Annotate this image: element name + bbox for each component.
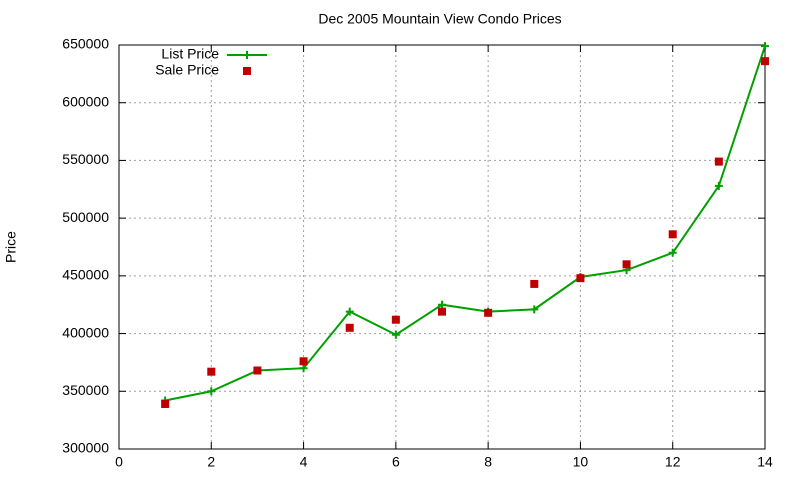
- y-tick-label: 350000: [62, 382, 109, 398]
- data-point: [714, 181, 723, 190]
- x-tick-label: 14: [757, 454, 773, 470]
- chart-title: Dec 2005 Mountain View Condo Prices: [318, 11, 561, 27]
- data-point: [438, 300, 446, 309]
- data-point: [345, 323, 354, 332]
- legend-marker: [243, 51, 251, 59]
- x-tick-label: 12: [665, 454, 681, 470]
- y-axis-label: Price: [3, 231, 19, 263]
- data-point: [761, 42, 769, 51]
- legend-label: Sale Price: [155, 62, 219, 78]
- legend-label: List Price: [161, 46, 219, 62]
- data-point: [484, 308, 493, 317]
- data-point: [391, 315, 400, 324]
- data-point: [622, 260, 631, 269]
- x-tick-label: 0: [115, 454, 123, 470]
- data-point: [299, 357, 308, 366]
- data-point: [668, 230, 677, 239]
- y-tick-label: 650000: [62, 36, 109, 52]
- data-point: [207, 387, 216, 396]
- data-point: [714, 157, 723, 166]
- data-point: [761, 57, 769, 66]
- y-tick-label: 550000: [62, 151, 109, 167]
- x-tick-label: 10: [573, 454, 589, 470]
- data-point: [438, 307, 446, 316]
- data-point: [299, 364, 308, 373]
- data-point: [668, 248, 677, 257]
- data-point: [161, 399, 170, 408]
- y-tick-label: 450000: [62, 267, 109, 283]
- x-tick-label: 4: [300, 454, 308, 470]
- y-tick-label: 500000: [62, 209, 109, 225]
- legend-marker: [243, 67, 251, 75]
- data-point: [576, 274, 585, 283]
- data-point: [253, 366, 262, 375]
- x-tick-label: 8: [484, 454, 492, 470]
- x-tick-label: 2: [207, 454, 215, 470]
- data-point: [530, 279, 539, 288]
- series-line: [164, 45, 766, 402]
- data-point: [207, 367, 216, 376]
- x-tick-label: 6: [392, 454, 400, 470]
- plot-frame: [118, 44, 766, 450]
- y-tick-label: 600000: [62, 93, 109, 109]
- data-point: [345, 307, 354, 316]
- y-tick-label: 400000: [62, 324, 109, 340]
- data-point: [391, 330, 400, 339]
- data-point: [530, 305, 539, 314]
- y-tick-label: 300000: [62, 440, 109, 456]
